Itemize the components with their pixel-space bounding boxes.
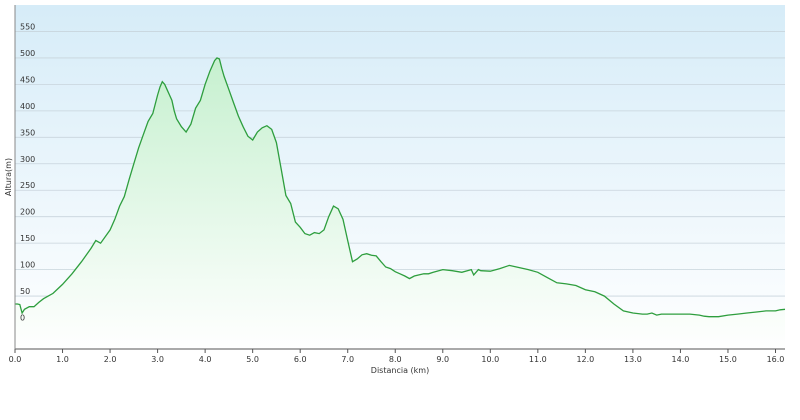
axes	[14, 5, 785, 353]
x-tick-label: 10.0	[481, 355, 499, 364]
x-tick-label: 13.0	[624, 355, 642, 364]
x-tick-label: 8.0	[389, 355, 402, 364]
x-tick-label: 6.0	[294, 355, 307, 364]
y-tick-label: 50	[20, 287, 30, 296]
y-tick-label: 200	[20, 208, 35, 217]
x-tick-label: 11.0	[529, 355, 547, 364]
elevation-line	[15, 57, 786, 318]
x-tick-label: 5.0	[246, 355, 259, 364]
y-tick-labels: 0 50 100 150 200 250 300 350 400 450 500 550	[20, 22, 35, 322]
y-tick-label: 550	[20, 22, 35, 31]
x-tick-label: 9.0	[436, 355, 449, 364]
y-tick-label: 500	[20, 49, 35, 58]
x-tick-label: 14.0	[672, 355, 690, 364]
x-tick-label: 2.0	[104, 355, 117, 364]
y-tick-label: 300	[20, 155, 35, 164]
y-tick-label: 100	[20, 261, 35, 270]
x-tick-label: 0.0	[9, 355, 22, 364]
x-tick-label: 4.0	[199, 355, 212, 364]
y-tick-label: 400	[20, 102, 35, 111]
x-tick-label: 7.0	[341, 355, 354, 364]
x-axis-title: Distancia (km)	[371, 366, 429, 375]
y-tick-label: 450	[20, 75, 35, 84]
y-axis-title: Altura(m)	[4, 158, 13, 196]
x-tick-label: 15.0	[719, 355, 737, 364]
y-tick-label: 150	[20, 234, 35, 243]
x-tick-label: 16.0	[767, 355, 785, 364]
x-tick-label: 3.0	[151, 355, 164, 364]
x-tick-label: 1.0	[56, 355, 69, 364]
elevation-area-fill	[15, 57, 785, 350]
x-tick-labels: 0.0 1.0 2.0 3.0 4.0 5.0 6.0 7.0 8.0 9.0 10.0 11.0 12…	[9, 355, 785, 364]
y-tick-label: 350	[20, 128, 35, 137]
x-tick-label: 12.0	[576, 355, 594, 364]
y-tick-label: 250	[20, 181, 35, 190]
y-tick-label: 0	[20, 314, 25, 323]
